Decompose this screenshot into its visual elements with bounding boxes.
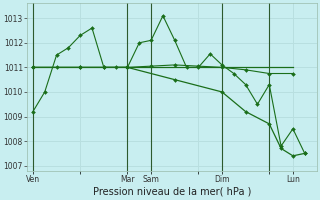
X-axis label: Pression niveau de la mer( hPa ): Pression niveau de la mer( hPa ) xyxy=(92,187,251,197)
